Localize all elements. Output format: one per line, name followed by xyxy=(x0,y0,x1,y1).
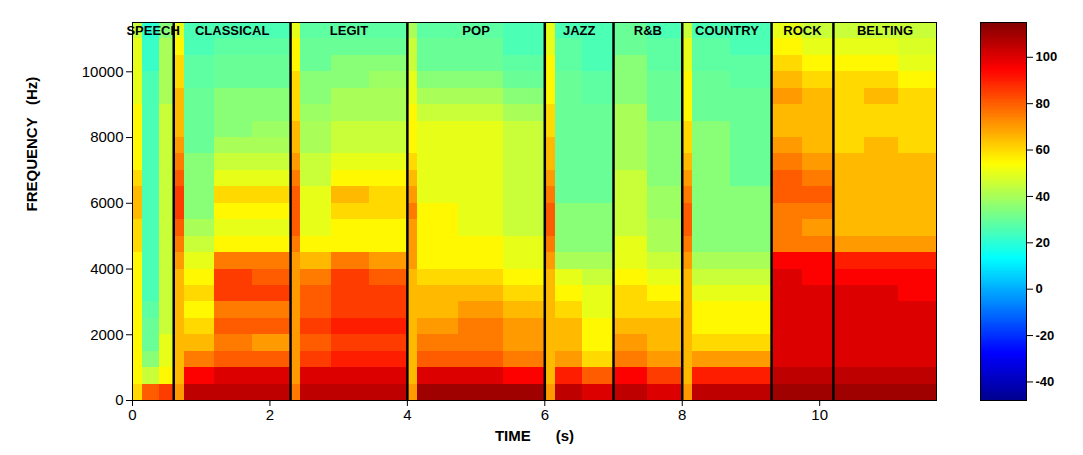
svg-text:4: 4 xyxy=(403,406,411,423)
svg-text:-40: -40 xyxy=(1036,374,1055,389)
svg-text:BELTING: BELTING xyxy=(857,23,913,38)
svg-text:R&B: R&B xyxy=(634,23,662,38)
svg-text:JAZZ: JAZZ xyxy=(563,23,596,38)
svg-text:COUNTRY: COUNTRY xyxy=(695,23,759,38)
svg-text:CLASSICAL: CLASSICAL xyxy=(195,23,269,38)
svg-text:8000: 8000 xyxy=(90,128,123,145)
svg-text:2: 2 xyxy=(266,406,274,423)
svg-text:10000: 10000 xyxy=(82,63,124,80)
svg-text:POP: POP xyxy=(462,23,490,38)
svg-text:LEGIT: LEGIT xyxy=(330,23,368,38)
svg-text:0: 0 xyxy=(128,406,136,423)
svg-text:SPEECH: SPEECH xyxy=(126,23,179,38)
svg-text:6000: 6000 xyxy=(90,194,123,211)
svg-text:TIME (s): TIME (s) xyxy=(495,427,574,444)
svg-text:40: 40 xyxy=(1036,189,1050,204)
svg-text:FREQUENCY (Hz): FREQUENCY (Hz) xyxy=(23,77,40,212)
svg-text:-20: -20 xyxy=(1036,328,1055,343)
svg-text:ROCK: ROCK xyxy=(783,23,822,38)
svg-text:60: 60 xyxy=(1036,142,1050,157)
svg-text:0: 0 xyxy=(115,391,123,408)
svg-text:100: 100 xyxy=(1036,49,1058,64)
svg-text:4000: 4000 xyxy=(90,260,123,277)
svg-text:80: 80 xyxy=(1036,96,1050,111)
svg-text:2000: 2000 xyxy=(90,326,123,343)
svg-text:6: 6 xyxy=(541,406,549,423)
svg-text:10: 10 xyxy=(811,406,828,423)
svg-text:8: 8 xyxy=(678,406,686,423)
svg-text:20: 20 xyxy=(1036,235,1050,250)
svg-text:0: 0 xyxy=(1036,281,1043,296)
